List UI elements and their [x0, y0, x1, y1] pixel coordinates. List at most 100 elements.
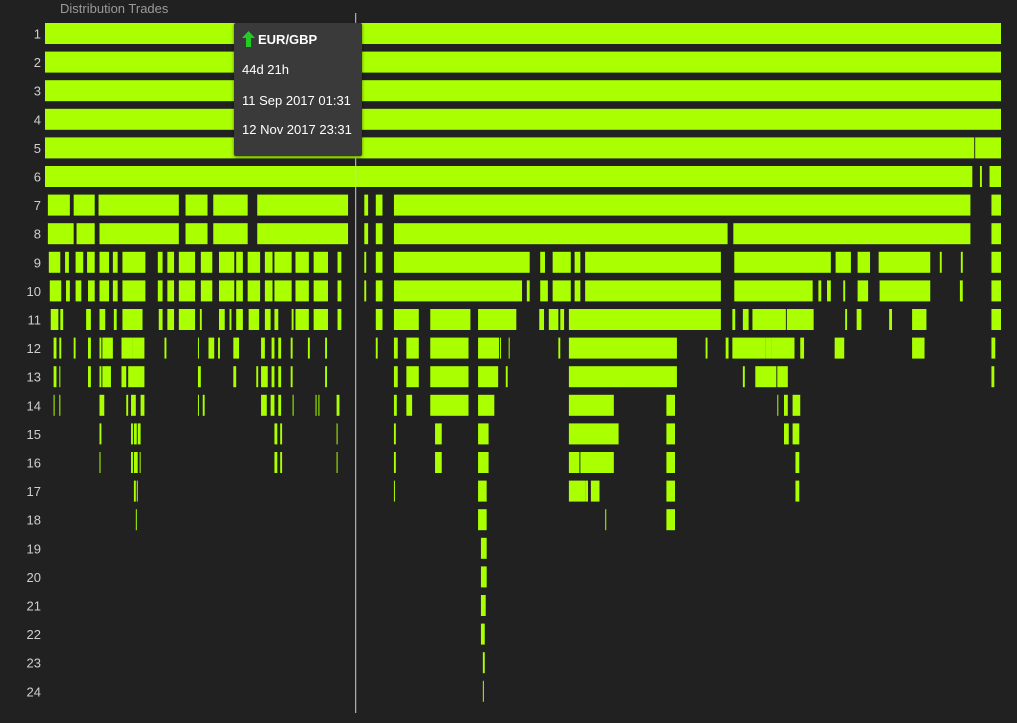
trade-bar[interactable]	[247, 280, 261, 302]
trade-bar[interactable]	[261, 337, 265, 359]
trade-bar[interactable]	[59, 366, 61, 388]
trade-bar[interactable]	[991, 309, 1001, 330]
trade-bar[interactable]	[480, 566, 487, 588]
trade-bar[interactable]	[889, 309, 893, 330]
trade-bar[interactable]	[274, 452, 278, 473]
trade-bar[interactable]	[375, 280, 383, 302]
trade-bar[interactable]	[278, 337, 282, 359]
trade-bar[interactable]	[991, 194, 1001, 216]
trade-bar[interactable]	[202, 394, 205, 416]
trade-bar[interactable]	[295, 251, 309, 273]
trade-bar[interactable]	[725, 337, 729, 359]
trade-bar[interactable]	[325, 366, 328, 388]
trade-bar[interactable]	[845, 309, 848, 330]
trade-bar[interactable]	[45, 80, 1001, 102]
trade-bar[interactable]	[47, 194, 70, 216]
trade-bar[interactable]	[795, 452, 800, 473]
trade-bar[interactable]	[218, 337, 220, 359]
trade-bar[interactable]	[430, 394, 469, 416]
trade-bar[interactable]	[733, 223, 971, 245]
trade-bar[interactable]	[99, 280, 110, 302]
trade-bar[interactable]	[375, 223, 383, 245]
trade-bar[interactable]	[236, 280, 243, 302]
trade-bar[interactable]	[280, 452, 283, 473]
trade-bar[interactable]	[991, 251, 1001, 273]
trade-bar[interactable]	[66, 280, 70, 302]
trade-bar[interactable]	[137, 423, 141, 445]
trade-bar[interactable]	[406, 366, 419, 388]
trade-bar[interactable]	[393, 337, 398, 359]
trade-bar[interactable]	[53, 366, 57, 388]
trade-bar[interactable]	[292, 394, 294, 416]
trade-bar[interactable]	[295, 280, 309, 302]
trade-bar[interactable]	[482, 680, 484, 702]
trade-bar[interactable]	[102, 366, 111, 388]
trade-bar[interactable]	[508, 337, 510, 359]
trade-bar[interactable]	[264, 309, 271, 330]
trade-bar[interactable]	[834, 337, 845, 359]
trade-bar[interactable]	[364, 194, 369, 216]
trade-bar[interactable]	[75, 280, 82, 302]
trade-bar[interactable]	[393, 280, 523, 302]
trade-bar[interactable]	[705, 337, 708, 359]
trade-bar[interactable]	[574, 280, 581, 302]
trade-bar[interactable]	[45, 108, 1001, 130]
trade-bar[interactable]	[75, 251, 84, 273]
trade-bar[interactable]	[478, 452, 489, 473]
trade-bar[interactable]	[364, 251, 367, 273]
trade-bar[interactable]	[87, 251, 95, 273]
trade-bar[interactable]	[47, 223, 74, 245]
trade-bar[interactable]	[336, 423, 338, 445]
trade-bar[interactable]	[264, 280, 273, 302]
trade-bar[interactable]	[771, 337, 795, 359]
trade-bar[interactable]	[45, 166, 973, 187]
trade-bar[interactable]	[122, 309, 143, 330]
trade-bar[interactable]	[800, 337, 805, 359]
trade-bar[interactable]	[406, 337, 419, 359]
trade-bar[interactable]	[574, 251, 581, 273]
trade-bar[interactable]	[505, 366, 508, 388]
trade-bar[interactable]	[666, 394, 675, 416]
trade-bar[interactable]	[393, 480, 395, 502]
trade-bar[interactable]	[500, 337, 502, 359]
trade-bar[interactable]	[480, 595, 486, 616]
trade-bar[interactable]	[989, 166, 1001, 187]
trade-bar[interactable]	[278, 394, 282, 416]
trade-bar[interactable]	[99, 337, 102, 359]
trade-bar[interactable]	[430, 309, 471, 330]
trade-bar[interactable]	[99, 452, 101, 473]
trade-bar[interactable]	[178, 251, 196, 273]
trade-bar[interactable]	[136, 480, 138, 502]
trade-bar[interactable]	[585, 251, 721, 273]
trade-bar[interactable]	[336, 394, 340, 416]
trade-bar[interactable]	[229, 309, 232, 330]
trade-bar[interactable]	[49, 280, 62, 302]
trade-bar[interactable]	[480, 623, 485, 645]
trade-bar[interactable]	[879, 280, 931, 302]
trade-bar[interactable]	[568, 394, 614, 416]
trade-bar[interactable]	[318, 394, 320, 416]
trade-bar[interactable]	[912, 309, 927, 330]
trade-bar[interactable]	[236, 309, 243, 330]
trade-bar[interactable]	[857, 280, 869, 302]
trade-bar[interactable]	[131, 394, 136, 416]
trade-bar[interactable]	[478, 337, 500, 359]
trade-bar[interactable]	[430, 366, 469, 388]
trade-bar[interactable]	[291, 309, 294, 330]
trade-bar[interactable]	[218, 251, 235, 273]
trade-bar[interactable]	[435, 452, 442, 473]
trade-bar[interactable]	[139, 452, 141, 473]
trade-bar[interactable]	[795, 480, 800, 502]
trade-bar[interactable]	[540, 251, 545, 273]
trade-bar[interactable]	[76, 223, 95, 245]
trade-bar[interactable]	[131, 452, 133, 473]
trade-bar[interactable]	[912, 337, 925, 359]
trade-bar[interactable]	[960, 251, 963, 273]
trade-bar[interactable]	[247, 251, 261, 273]
trade-bar[interactable]	[478, 423, 489, 445]
trade-bar[interactable]	[73, 194, 95, 216]
trade-bar[interactable]	[406, 394, 413, 416]
trade-bar[interactable]	[568, 337, 677, 359]
trade-bar[interactable]	[88, 366, 91, 388]
trade-bar[interactable]	[783, 423, 789, 445]
